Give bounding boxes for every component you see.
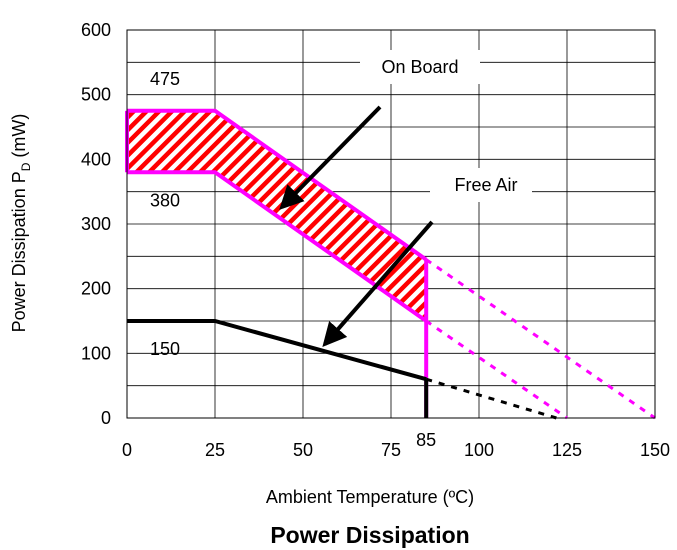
y-tick-label: 0 (101, 408, 111, 428)
value-label-475: 475 (150, 69, 180, 89)
x-tick-label: 125 (552, 440, 582, 460)
on-board-label-background (360, 50, 480, 84)
y-axis-label-main: Power Dissipation P (9, 171, 29, 332)
on-board-derating-upper-dashed (425, 258, 656, 420)
free-air-derating-dashed (425, 377, 557, 420)
on-board-lower-line (127, 170, 428, 323)
on-board-upper-line (127, 108, 428, 262)
y-tick-label: 400 (81, 149, 111, 169)
x-tick-label-85: 85 (416, 430, 436, 450)
plot-border (126, 29, 656, 419)
annotations: On Board Free Air (279, 50, 532, 348)
x-tick-label: 75 (381, 440, 401, 460)
chart-title: Power Dissipation (270, 522, 469, 548)
x-tick-label: 25 (205, 440, 225, 460)
x-tick-label: 100 (464, 440, 494, 460)
on-board-arrow (279, 105, 382, 210)
y-tick-label: 300 (81, 214, 111, 234)
value-label-380: 380 (150, 190, 180, 210)
on-board-label: On Board (381, 57, 458, 77)
free-air-line (127, 319, 427, 382)
free-air-arrow (322, 220, 434, 348)
grid-lines (127, 30, 655, 418)
value-label-150: 150 (150, 339, 180, 359)
y-axis-label-subscript: D (19, 162, 33, 171)
free-air-label-background (430, 168, 532, 202)
y-axis-label-unit: (mW) (9, 114, 29, 163)
value-labels: 475 380 150 (150, 69, 180, 359)
y-tick-label: 600 (81, 20, 111, 40)
x-tick-label: 0 (122, 440, 132, 460)
x-tick-label: 50 (293, 440, 313, 460)
on-board-derating-lower-dashed (425, 319, 568, 420)
series-layer (125, 108, 656, 420)
free-air-label: Free Air (454, 175, 517, 195)
tick-labels: 0 25 50 75 100 125 150 0 100 200 300 400 500 600 85 (81, 20, 670, 460)
plot-frame (126, 29, 656, 419)
y-tick-label: 100 (81, 343, 111, 363)
y-tick-label: 500 (81, 85, 111, 105)
y-tick-label: 200 (81, 279, 111, 299)
y-axis-label: Power Dissipation PD (mW) (9, 114, 33, 333)
x-tick-label: 150 (640, 440, 670, 460)
x-axis-label: Ambient Temperature (ºC) (266, 487, 474, 507)
on-board-hatched-band (127, 110, 427, 321)
